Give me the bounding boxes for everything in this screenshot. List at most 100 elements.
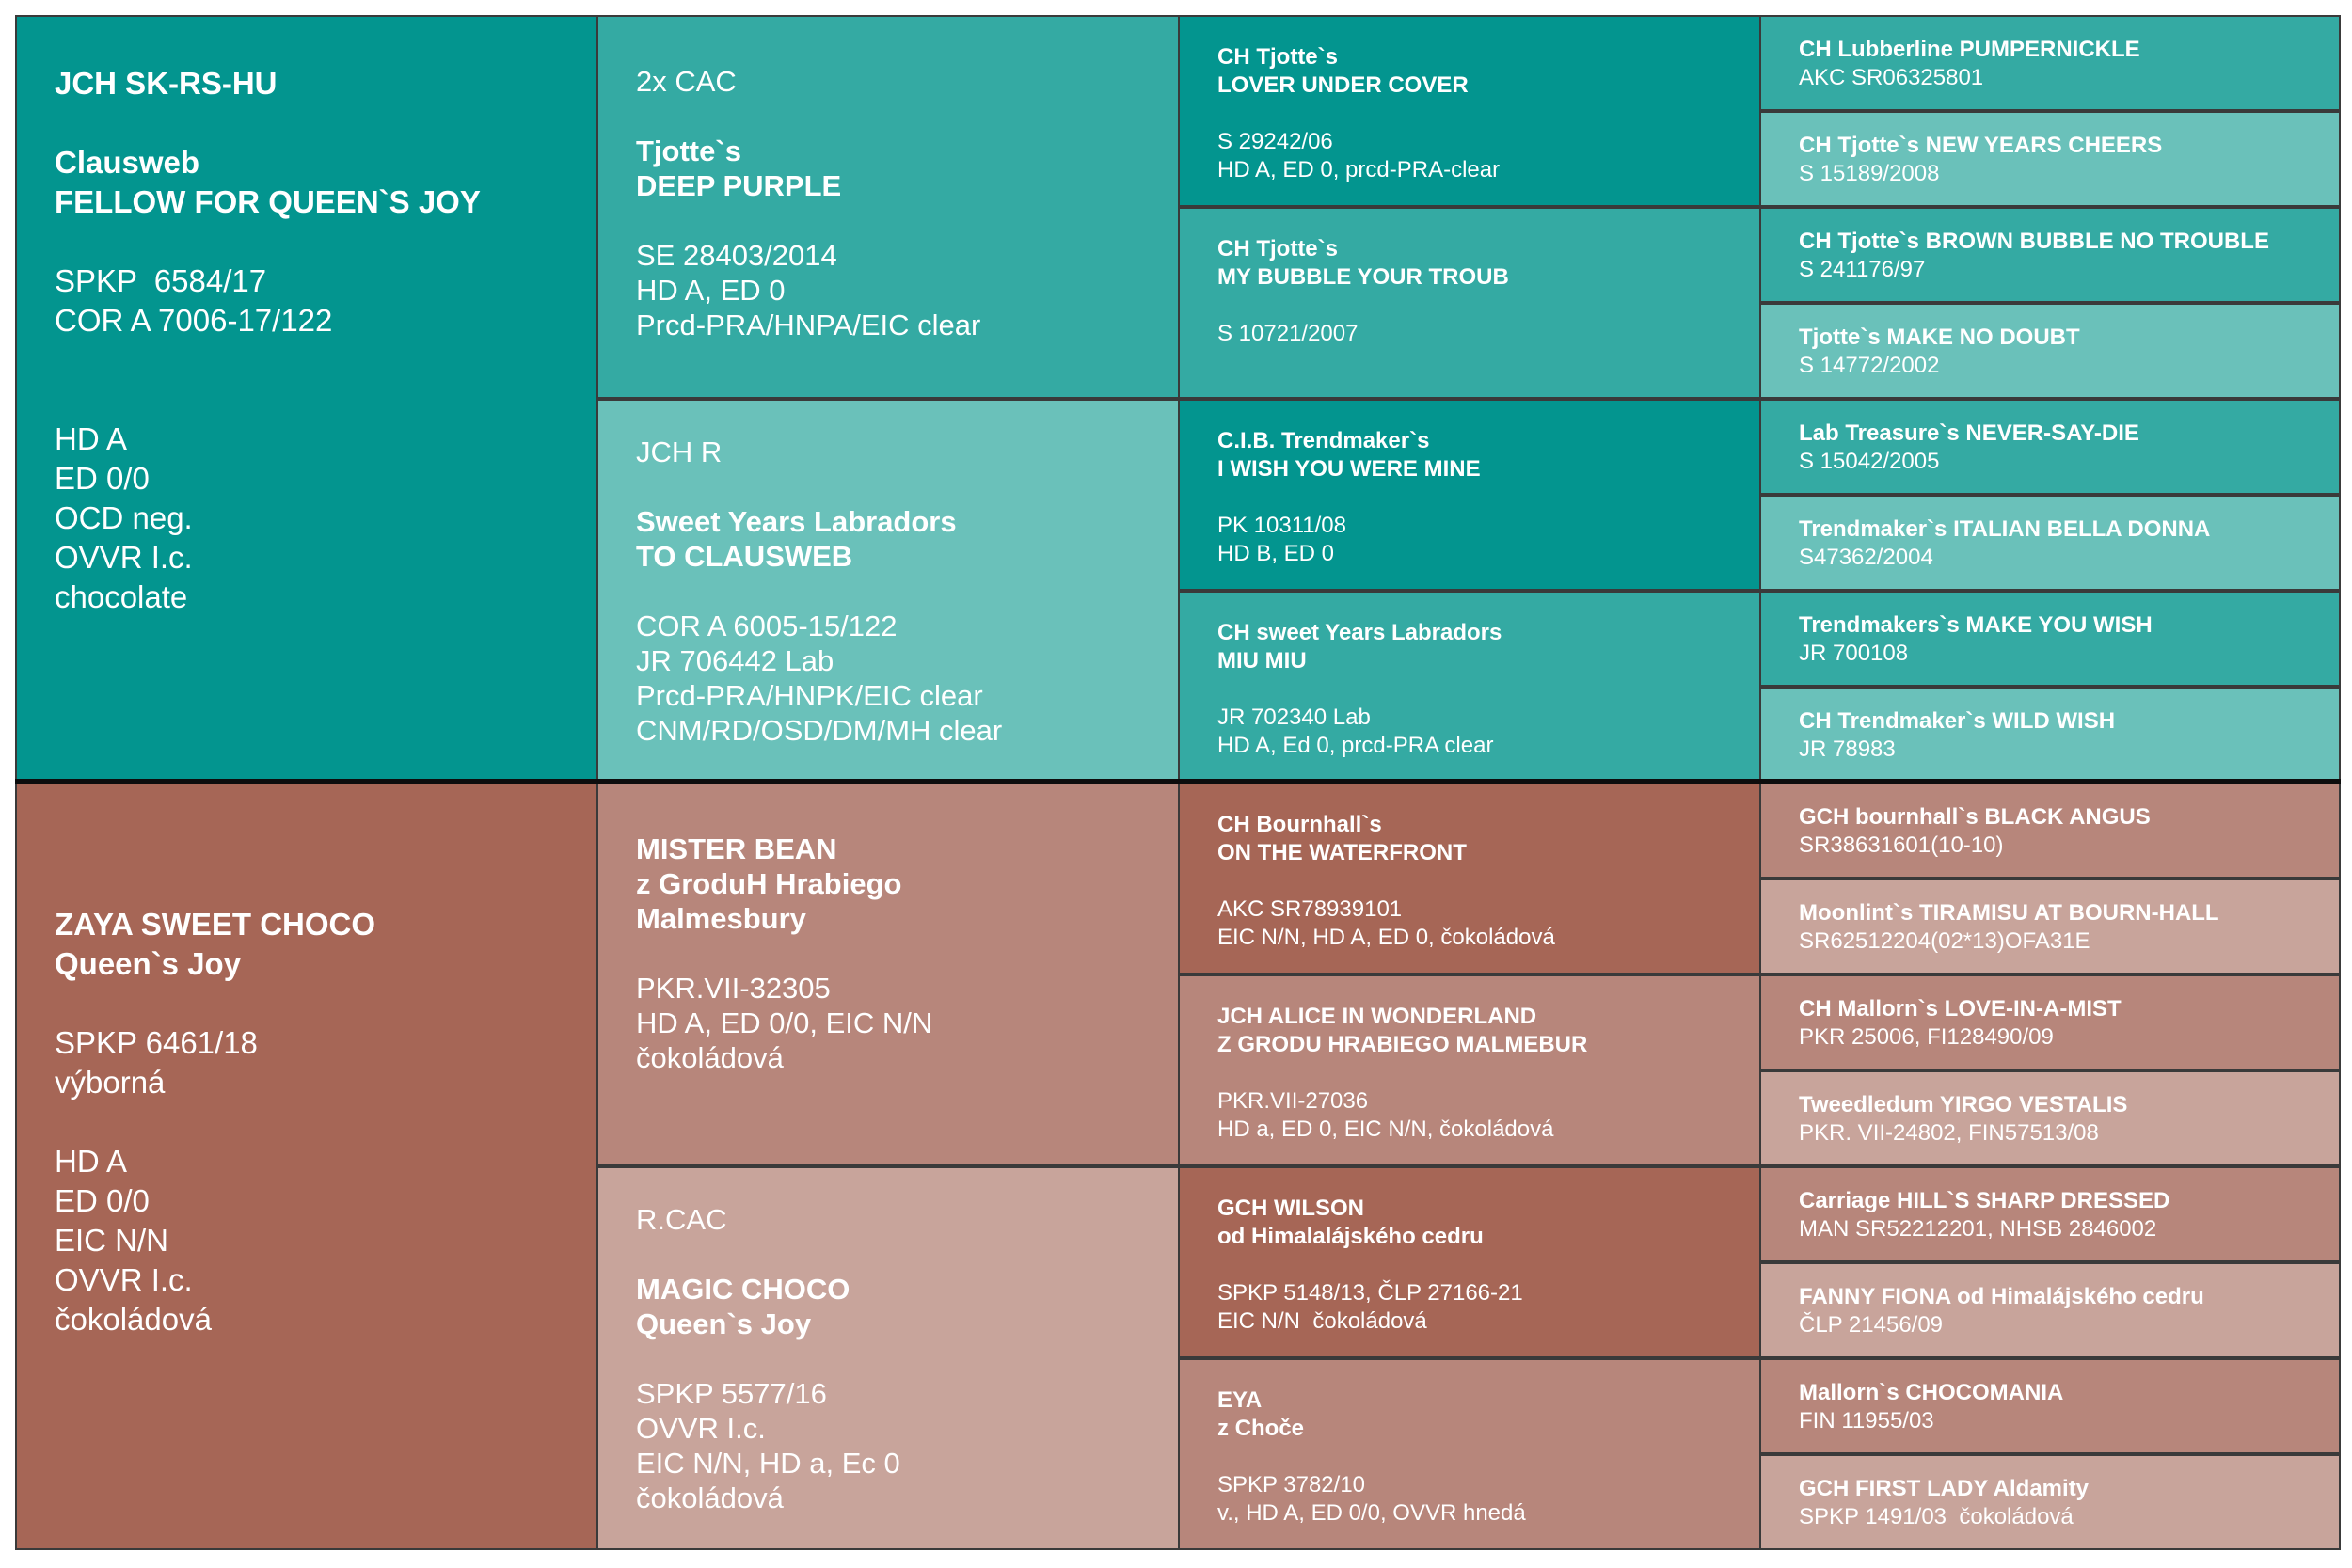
sire-sire-cell: 2x CAC Tjotte`s DEEP PURPLE SE 28403/201… [596, 15, 1180, 399]
gen4-5-reg: S 15042/2005 [1799, 449, 1940, 474]
gen3-7-health: EIC N/N čokoládová [1217, 1308, 1427, 1334]
gen4-2-reg: S 15189/2008 [1799, 161, 1940, 186]
gen4-4-name: Tjotte`s MAKE NO DOUBT [1799, 325, 2080, 350]
gen4-text-10: Moonlint`s TIRAMISU AT BOURN-HALL SR6251… [1799, 899, 2320, 956]
dam-dam-reg: SPKP 5577/16 [636, 1377, 827, 1410]
gen3-6-name: JCH ALICE IN WONDERLAND [1217, 1004, 1537, 1029]
gen4-13-reg: MAN SR52212201, NHSB 2846002 [1799, 1216, 2157, 1242]
gen4-cell-9: GCH bournhall`s BLACK ANGUS SR38631601(1… [1759, 783, 2341, 879]
gen3-3-name: I WISH YOU WERE MINE [1217, 456, 1481, 482]
gen4-text-16: GCH FIRST LADY Aldamity SPKP 1491/03 čok… [1799, 1475, 2320, 1531]
sire-dam-kennel: Sweet Years Labradors [636, 505, 957, 538]
sire-sire-reg: SE 28403/2014 [636, 239, 837, 272]
gen3-7-reg: SPKP 5148/13, ČLP 27166-21 [1217, 1280, 1523, 1306]
dam-sire-color: čokoládová [636, 1041, 784, 1074]
sire-text: JCH SK-RS-HU Clausweb FELLOW FOR QUEEN`S… [55, 64, 578, 617]
gen4-cell-10: Moonlint`s TIRAMISU AT BOURN-HALL SR6251… [1759, 879, 2341, 974]
gen4-cell-11: CH Mallorn`s LOVE-IN-A-MIST PKR 25006, F… [1759, 974, 2341, 1070]
dam-grade: výborná [55, 1065, 166, 1100]
sire-ocd: OCD neg. [55, 500, 193, 535]
gen4-9-reg: SR38631601(10-10) [1799, 832, 2004, 858]
gen4-cell-3: CH Tjotte`s BROWN BUBBLE NO TROUBLE S 24… [1759, 207, 2341, 303]
gen3-8-kennel: z Choče [1217, 1416, 1305, 1441]
gen3-5-kennel: CH Bournhall`s [1217, 812, 1382, 837]
gen3-text-1: CH Tjotte`s LOVER UNDER COVER S 29242/06… [1217, 43, 1740, 184]
gen4-16-reg: SPKP 1491/03 čokoládová [1799, 1504, 2074, 1529]
dam-dam-title: R.CAC [636, 1203, 727, 1236]
gen4-1-reg: AKC SR06325801 [1799, 65, 1984, 90]
gen4-15-name: Mallorn`s CHOCOMANIA [1799, 1380, 2064, 1405]
gen4-11-reg: PKR 25006, FI128490/09 [1799, 1024, 2054, 1050]
gen3-2-kennel: CH Tjotte`s [1217, 236, 1338, 261]
gen4-6-name: Trendmaker`s ITALIAN BELLA DONNA [1799, 516, 2211, 542]
dam-cell: ZAYA SWEET CHOCO Queen`s Joy SPKP 6461/1… [15, 783, 598, 1550]
gen4-9-name: GCH bournhall`s BLACK ANGUS [1799, 804, 2151, 830]
gen3-text-3: C.I.B. Trendmaker`s I WISH YOU WERE MINE… [1217, 427, 1740, 568]
gen4-text-5: Lab Treasure`s NEVER-SAY-DIE S 15042/200… [1799, 420, 2320, 476]
gen3-1-health: HD A, ED 0, prcd-PRA-clear [1217, 157, 1501, 182]
gen4-text-3: CH Tjotte`s BROWN BUBBLE NO TROUBLE S 24… [1799, 228, 2320, 284]
gen4-cell-2: CH Tjotte`s NEW YEARS CHEERS S 15189/200… [1759, 111, 2341, 207]
gen3-1-kennel: CH Tjotte`s [1217, 44, 1338, 70]
sire-dam-name: TO CLAUSWEB [636, 540, 853, 573]
gen4-15-reg: FIN 11955/03 [1799, 1408, 1934, 1433]
gen3-3-kennel: C.I.B. Trendmaker`s [1217, 428, 1430, 453]
gen4-14-reg: ČLP 21456/09 [1799, 1312, 1944, 1338]
gen3-cell-7: GCH WILSON od Himalalájského cedru SPKP … [1178, 1166, 1761, 1358]
gen4-11-name: CH Mallorn`s LOVE-IN-A-MIST [1799, 996, 2122, 1022]
sire-dam-dna2: CNM/RD/OSD/DM/MH clear [636, 714, 1003, 747]
gen4-cell-14: FANNY FIONA od Himalájského cedru ČLP 21… [1759, 1262, 2341, 1358]
gen3-4-kennel: CH sweet Years Labradors [1217, 620, 1502, 645]
gen4-text-11: CH Mallorn`s LOVE-IN-A-MIST PKR 25006, F… [1799, 995, 2320, 1052]
dam-dam-health: EIC N/N, HD a, Ec 0 [636, 1447, 900, 1480]
gen3-cell-5: CH Bournhall`s ON THE WATERFRONT AKC SR7… [1178, 783, 1761, 974]
gen4-text-8: CH Trendmaker`s WILD WISH JR 78983 [1799, 707, 2320, 764]
sire-ovvr: OVVR I.c. [55, 540, 193, 575]
gen4-text-9: GCH bournhall`s BLACK ANGUS SR38631601(1… [1799, 803, 2320, 860]
dam-dam-cell: R.CAC MAGIC CHOCO Queen`s Joy SPKP 5577/… [596, 1166, 1180, 1550]
gen4-16-name: GCH FIRST LADY Aldamity [1799, 1476, 2090, 1501]
sire-dam-dna: Prcd-PRA/HNPK/EIC clear [636, 679, 983, 712]
dam-dam-kennel: Queen`s Joy [636, 1307, 812, 1340]
gen4-3-reg: S 241176/97 [1799, 257, 1926, 282]
dam-dam-color: čokoládová [636, 1481, 784, 1514]
gen4-10-reg: SR62512204(02*13)OFA31E [1799, 928, 2090, 954]
gen3-5-name: ON THE WATERFRONT [1217, 840, 1467, 865]
gen3-8-name: EYA [1217, 1387, 1263, 1413]
sire-dam-divider [15, 779, 2341, 784]
sire-cell: JCH SK-RS-HU Clausweb FELLOW FOR QUEEN`S… [15, 15, 598, 783]
sire-sire-dna: Prcd-PRA/HNPA/EIC clear [636, 309, 981, 341]
dam-sire-text: MISTER BEAN z GroduH Hrabiego Malmesbury… [636, 832, 1159, 1075]
sire-reg: SPKP 6584/17 [55, 263, 267, 298]
gen4-14-name: FANNY FIONA od Himalájského cedru [1799, 1284, 2204, 1309]
sire-sire-name: DEEP PURPLE [636, 169, 842, 202]
dam-sire-cell: MISTER BEAN z GroduH Hrabiego Malmesbury… [596, 783, 1180, 1166]
gen4-cell-12: Tweedledum YIRGO VESTALIS PKR. VII-24802… [1759, 1070, 2341, 1166]
dam-dam-name: MAGIC CHOCO [636, 1273, 850, 1306]
gen4-text-1: CH Lubberline PUMPERNICKLE AKC SR0632580… [1799, 36, 2320, 92]
gen4-text-2: CH Tjotte`s NEW YEARS CHEERS S 15189/200… [1799, 132, 2320, 188]
gen3-cell-8: EYA z Choče SPKP 3782/10 v., HD A, ED 0/… [1178, 1358, 1761, 1550]
gen4-4-reg: S 14772/2002 [1799, 353, 1940, 378]
sire-ed: ED 0/0 [55, 461, 150, 496]
gen3-text-8: EYA z Choče SPKP 3782/10 v., HD A, ED 0/… [1217, 1386, 1740, 1528]
sire-kennel: Clausweb [55, 145, 200, 180]
gen4-7-name: Trendmakers`s MAKE YOU WISH [1799, 612, 2153, 638]
sire-dam-text: JCH R Sweet Years Labradors TO CLAUSWEB … [636, 435, 1159, 748]
gen3-7-name: GCH WILSON [1217, 1196, 1364, 1221]
gen3-5-reg: AKC SR78939101 [1217, 896, 1403, 922]
gen3-8-health: v., HD A, ED 0/0, OVVR hnedá [1217, 1500, 1526, 1526]
gen4-2-name: CH Tjotte`s NEW YEARS CHEERS [1799, 133, 2163, 158]
gen4-cell-4: Tjotte`s MAKE NO DOUBT S 14772/2002 [1759, 303, 2341, 399]
gen3-6-reg: PKR.VII-27036 [1217, 1088, 1369, 1114]
gen3-cell-2: CH Tjotte`s MY BUBBLE YOUR TROUB S 10721… [1178, 207, 1761, 399]
gen4-1-name: CH Lubberline PUMPERNICKLE [1799, 37, 2140, 62]
gen3-text-6: JCH ALICE IN WONDERLAND Z GRODU HRABIEGO… [1217, 1003, 1740, 1144]
sire-hd: HD A [55, 421, 128, 456]
dam-dam-ovvr: OVVR I.c. [636, 1412, 766, 1445]
gen3-1-reg: S 29242/06 [1217, 129, 1333, 154]
dam-hd: HD A [55, 1144, 128, 1179]
gen3-4-health: HD A, Ed 0, prcd-PRA clear [1217, 733, 1494, 758]
gen4-cell-16: GCH FIRST LADY Aldamity SPKP 1491/03 čok… [1759, 1454, 2341, 1550]
sire-dam-reg: COR A 6005-15/122 [636, 610, 898, 642]
